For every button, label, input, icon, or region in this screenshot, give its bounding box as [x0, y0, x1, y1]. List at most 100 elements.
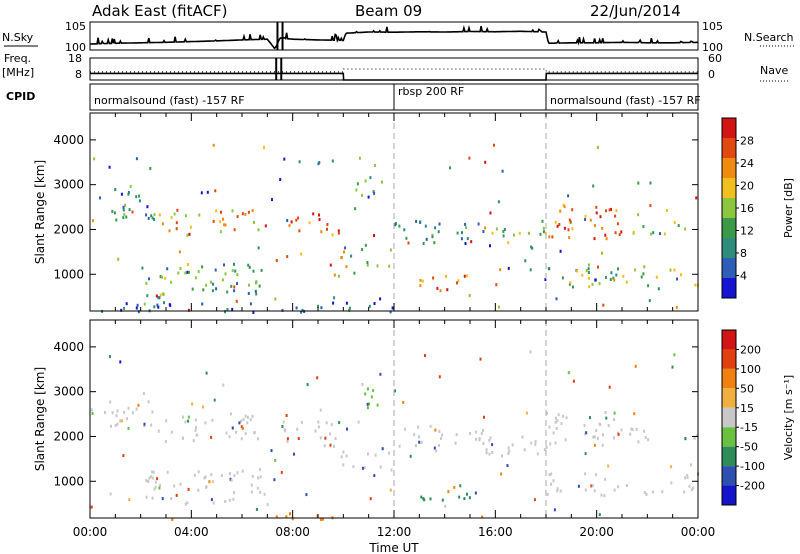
power-colorbar-swatch [722, 138, 736, 158]
heatmap-cell [489, 244, 491, 248]
heatmap-cell [318, 213, 320, 217]
heatmap-cell [111, 411, 114, 415]
heatmap-cell [326, 227, 328, 231]
heatmap-cell [643, 429, 646, 433]
heatmap-cell [259, 490, 262, 494]
heatmap-cell [556, 419, 559, 423]
heatmap-cell [220, 474, 223, 478]
heatmap-cell [345, 301, 348, 305]
heatmap-cell [175, 227, 178, 231]
heatmap-cell [556, 489, 559, 493]
heatmap-cell [161, 222, 164, 226]
heatmap-cell [250, 490, 253, 494]
heatmap-cell [157, 305, 160, 309]
heatmap-cell [594, 473, 597, 477]
heatmap-cell [466, 492, 468, 496]
noise-left-tick: 105 [65, 20, 86, 33]
heatmap-cell [534, 443, 537, 446]
heatmap-cell [177, 271, 180, 275]
heatmap-cell [565, 416, 568, 420]
heatmap-cell [581, 273, 584, 277]
heatmap-cell [320, 306, 323, 310]
heatmap-cell [147, 400, 150, 404]
heatmap-cell [553, 508, 556, 512]
power-colorbar-swatch [722, 198, 736, 218]
heatmap-cell [439, 289, 442, 293]
power-colorbar-tick-label: 28 [740, 135, 754, 148]
heatmap-cell [584, 218, 587, 221]
nave-right-tick: 60 [708, 52, 722, 65]
heatmap-cell [342, 450, 345, 454]
heatmap-cell [131, 210, 134, 214]
y-axis-label: Slant Range [km] [33, 367, 47, 471]
heatmap-cell [295, 306, 298, 310]
heatmap-cell [605, 237, 608, 241]
heatmap-cell [488, 452, 491, 456]
heatmap-cell [318, 161, 321, 164]
heatmap-cell [120, 192, 123, 196]
heatmap-cell [248, 283, 250, 287]
heatmap-cell [182, 415, 184, 419]
x-tick-label: 16:00 [478, 525, 513, 539]
heatmap-cell [554, 420, 557, 424]
heatmap-cell [372, 190, 375, 194]
heatmap-cell [255, 507, 258, 511]
heatmap-cell [291, 517, 294, 521]
heatmap-cell [253, 431, 256, 435]
heatmap-cell [415, 219, 418, 223]
heatmap-cell [170, 497, 173, 500]
heatmap-cell [146, 294, 149, 298]
heatmap-cell [502, 234, 505, 238]
heatmap-cell [631, 428, 634, 432]
heatmap-cell [231, 307, 234, 311]
heatmap-cell [523, 448, 526, 452]
heatmap-cell [298, 229, 301, 233]
heatmap-cell [649, 204, 652, 208]
heatmap-cell [561, 276, 564, 280]
heatmap-cell [370, 395, 373, 399]
heatmap-cell [389, 310, 392, 314]
heatmap-cell [688, 484, 691, 488]
heatmap-cell [228, 498, 231, 502]
heatmap-cell [226, 308, 229, 311]
heatmap-cell [617, 432, 620, 436]
heatmap-cell [572, 285, 574, 289]
heatmap-cell [367, 452, 369, 456]
heatmap-cell [258, 284, 261, 288]
heatmap-cell [607, 424, 610, 428]
heatmap-cell [279, 178, 282, 181]
heatmap-cell [592, 184, 595, 188]
heatmap-cell [236, 215, 239, 219]
heatmap-cell [663, 232, 666, 236]
heatmap-cell [156, 303, 159, 307]
heatmap-cell [238, 421, 241, 425]
heatmap-cell [683, 490, 686, 494]
heatmap-cell [415, 444, 417, 448]
heatmap-cell [255, 281, 257, 285]
heatmap-cell [250, 483, 253, 487]
heatmap-cell [598, 513, 601, 517]
heatmap-cell [559, 209, 562, 213]
heatmap-cell [501, 454, 503, 458]
heatmap-cell [150, 214, 153, 218]
heatmap-cell [215, 287, 218, 291]
heatmap-cell [533, 498, 536, 502]
heatmap-cell [317, 420, 320, 424]
heatmap-cell [673, 268, 676, 272]
heatmap-cell [673, 353, 676, 357]
heatmap-cell [541, 219, 544, 223]
freq-frame [89, 57, 699, 81]
heatmap-cell [119, 419, 122, 423]
heatmap-cell [521, 435, 524, 439]
heatmap-cell [364, 243, 367, 247]
heatmap-cell [281, 308, 284, 312]
velocity-colorbar-tick-label: -50 [740, 441, 758, 454]
heatmap-cell [608, 385, 611, 389]
heatmap-cell [373, 191, 376, 195]
heatmap-cell [166, 470, 169, 474]
heatmap-cell [469, 431, 471, 435]
heatmap-cell [569, 281, 572, 285]
x-tick-label: 00:00 [73, 525, 108, 539]
heatmap-cell [293, 452, 295, 456]
power-colorbar-swatch [722, 278, 736, 298]
